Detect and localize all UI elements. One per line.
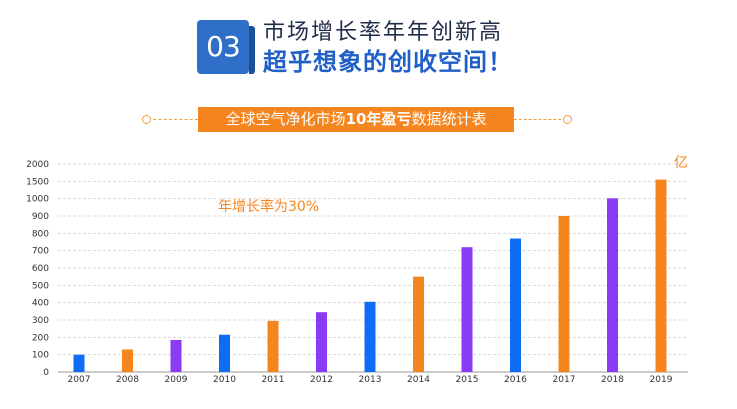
headline: 市场增长率年年创新高 (263, 20, 504, 45)
bar-2007 (73, 354, 85, 372)
growth-annotation: 年增长率为30% (218, 198, 319, 215)
unit-label: 亿 (674, 155, 688, 171)
bar-2018 (607, 198, 618, 372)
x-tick-label: 2009 (165, 375, 188, 385)
bar-2015 (461, 247, 473, 372)
bar-2012 (316, 312, 327, 372)
x-tick-label: 2015 (456, 375, 479, 385)
x-tick-label: 2007 (68, 375, 91, 385)
chart-title-banner: 全球空气净化市场10年盈亏数据统计表 (198, 107, 514, 132)
y-axis-ticks: 0 100 200 300 400 500 600 700 800 900 1000 1500 2000 (26, 160, 49, 378)
y-tick-label: 100 (32, 351, 49, 361)
subheadline: 超乎想象的创收空间！ (263, 48, 513, 76)
banner-text-start: 全球空气净化市场 (225, 110, 346, 128)
banner-text-bold: 10年盈亏 (345, 110, 412, 128)
y-tick-label: 900 (32, 212, 49, 222)
y-tick-label: 1000 (26, 195, 49, 205)
y-tick-label: 500 (32, 281, 49, 291)
banner-dot-right (563, 115, 572, 124)
y-tick-label: 1500 (26, 177, 49, 187)
bar-2009 (170, 339, 182, 372)
bar-2013 (364, 301, 376, 372)
bar-2011 (267, 320, 279, 372)
bar-2014 (413, 276, 424, 372)
x-axis-ticks: 2007 2008 2009 2010 2011 2012 2013 2014 2015 2016… (68, 375, 673, 385)
y-tick-label: 300 (32, 316, 49, 326)
x-tick-label: 2018 (601, 375, 624, 385)
x-tick-label: 2013 (359, 375, 382, 385)
y-tick-label: 400 (32, 299, 49, 309)
x-tick-label: 2008 (116, 375, 139, 385)
y-tick-label: 2000 (26, 160, 49, 170)
banner-text-end: 数据统计表 (411, 110, 487, 128)
banner-line-left (148, 119, 198, 120)
y-tick-label: 600 (32, 264, 49, 274)
section-number-badge: 03 (197, 20, 255, 74)
bar-2008 (122, 349, 133, 372)
section-number: 03 (206, 30, 241, 63)
x-tick-label: 2016 (504, 375, 527, 385)
x-tick-label: 2017 (553, 375, 576, 385)
chart-bars (73, 179, 667, 372)
bar-chart: 0 100 200 300 400 500 600 700 800 900 1000 1500 2000… (26, 155, 688, 385)
y-tick-label: 0 (43, 368, 49, 378)
y-tick-label: 200 (32, 333, 49, 343)
x-tick-label: 2010 (213, 375, 236, 385)
bar-2010 (219, 334, 230, 372)
banner-dot-left (142, 115, 151, 124)
banner-line-right (514, 119, 566, 120)
bar-2019 (655, 179, 667, 372)
x-tick-label: 2014 (407, 375, 430, 385)
bar-2016 (510, 238, 521, 372)
x-tick-label: 2011 (262, 375, 285, 385)
bar-2017 (558, 216, 570, 372)
x-tick-label: 2019 (650, 375, 673, 385)
x-tick-label: 2012 (310, 375, 333, 385)
y-tick-label: 700 (32, 247, 49, 257)
y-tick-label: 800 (32, 229, 49, 239)
